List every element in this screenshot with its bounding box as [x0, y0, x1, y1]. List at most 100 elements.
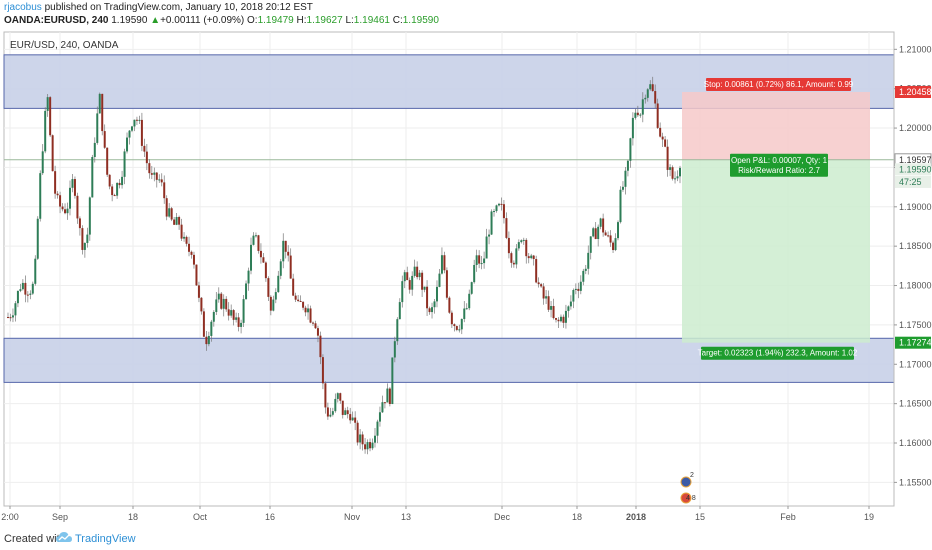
candle-body: [545, 296, 548, 299]
candle-body: [126, 137, 129, 152]
candle-body: [510, 253, 513, 263]
candle-body: [512, 262, 515, 265]
candle-body: [433, 301, 436, 308]
y-tick-label: 1.15500: [899, 477, 932, 487]
candle-body: [56, 193, 59, 196]
candle-body: [153, 172, 156, 175]
candle-body: [455, 326, 458, 330]
y-tick-label: 1.17000: [899, 359, 932, 369]
candle-body: [490, 211, 493, 235]
high-value: 1.19627: [306, 15, 343, 26]
candle-body: [381, 402, 384, 413]
candle-body: [135, 119, 138, 121]
candle-body: [329, 414, 332, 417]
candle-body: [150, 173, 153, 175]
candle-body: [91, 157, 94, 198]
candle-body: [31, 283, 34, 294]
candle-body: [403, 272, 406, 282]
candle-body: [597, 226, 600, 240]
candle-body: [344, 410, 347, 415]
candle-body: [530, 255, 533, 259]
author-link[interactable]: rjacobus: [4, 2, 42, 13]
candle-body: [232, 310, 235, 320]
candle-body: [426, 286, 429, 309]
candle-body: [86, 234, 89, 243]
candle-body: [240, 322, 243, 327]
candle-body: [507, 237, 510, 254]
candle-body: [205, 336, 208, 345]
candle-body: [9, 317, 12, 319]
candle-body: [11, 315, 14, 318]
chart-area[interactable]: Stop: 0.00861 (0.72%) 86.1, Amount: 0.99…: [0, 30, 932, 528]
candle-body: [297, 299, 300, 301]
price-tag-target: [895, 336, 931, 349]
candle-body: [316, 328, 319, 336]
candle-body: [527, 256, 530, 259]
candle-body: [497, 203, 500, 206]
tradingview-brand[interactable]: TradingView: [75, 533, 136, 545]
candle-body: [14, 303, 17, 316]
candle-body: [180, 224, 183, 239]
candle-body: [552, 306, 555, 319]
candlestick-chart[interactable]: Stop: 0.00861 (0.72%) 86.1, Amount: 0.99…: [0, 30, 932, 528]
stop-label-text: Stop: 0.00861 (0.72%) 86.1, Amount: 0.99: [704, 80, 854, 89]
candle-body: [354, 417, 357, 423]
candle-body: [309, 308, 312, 323]
candle-body: [230, 310, 233, 316]
candle-body: [679, 167, 681, 177]
chart-header: rjacobus published on TradingView.com, J…: [0, 0, 932, 30]
candle-body: [468, 293, 471, 309]
y-tick-label: 1.20000: [899, 123, 932, 133]
high-label: H:: [296, 15, 307, 26]
candle-body: [210, 321, 213, 336]
candle-body: [460, 318, 463, 330]
candle-body: [373, 435, 376, 443]
candle-body: [138, 119, 141, 121]
candle-body: [604, 232, 607, 236]
candle-body: [73, 179, 76, 196]
candle-body: [542, 286, 545, 299]
candle-body: [359, 434, 362, 443]
candle-body: [587, 252, 590, 269]
candle-body: [537, 282, 540, 285]
pnl-label-text: Open P&L: 0.00007, Qty: 1: [731, 156, 828, 165]
open-label: O:: [247, 15, 258, 26]
candle-body: [81, 228, 84, 250]
candle-body: [473, 264, 476, 283]
y-tick-label: 1.17500: [899, 320, 932, 330]
candle-body: [272, 299, 275, 311]
candle-body: [349, 414, 352, 421]
candle-body: [386, 388, 389, 403]
candle-body: [140, 119, 143, 146]
candle-body: [145, 151, 148, 164]
candle-body: [98, 93, 101, 114]
candle-body: [257, 235, 260, 251]
candle-body: [242, 299, 245, 323]
candle-body: [24, 282, 27, 295]
candle-body: [502, 204, 505, 219]
close-label: C:: [392, 15, 403, 26]
candle-body: [66, 208, 69, 214]
candle-body: [88, 197, 91, 235]
candle-body: [599, 218, 602, 227]
x-tick-label: Oct: [193, 512, 208, 522]
candle-body: [170, 208, 173, 220]
candle-body: [651, 84, 654, 92]
candle-body: [307, 308, 310, 313]
y-tick-label: 1.18000: [899, 281, 932, 291]
candle-body: [212, 311, 215, 322]
candle-body: [443, 255, 446, 271]
target-label: Target: 0.02323 (1.94%) 232.3, Amount: 1…: [698, 346, 858, 360]
up-arrow-icon: ▲: [150, 15, 161, 26]
candle-body: [493, 211, 496, 213]
candle-body: [656, 103, 659, 128]
candle-body: [217, 293, 220, 300]
price-change: +0.00111 (+0.09%): [160, 15, 245, 26]
candle-body: [555, 318, 558, 320]
candle-body: [16, 290, 19, 304]
candle-body: [264, 262, 267, 279]
candle-body: [371, 442, 374, 449]
candle-body: [163, 182, 166, 199]
candle-body: [183, 236, 186, 239]
candle-body: [676, 176, 679, 179]
